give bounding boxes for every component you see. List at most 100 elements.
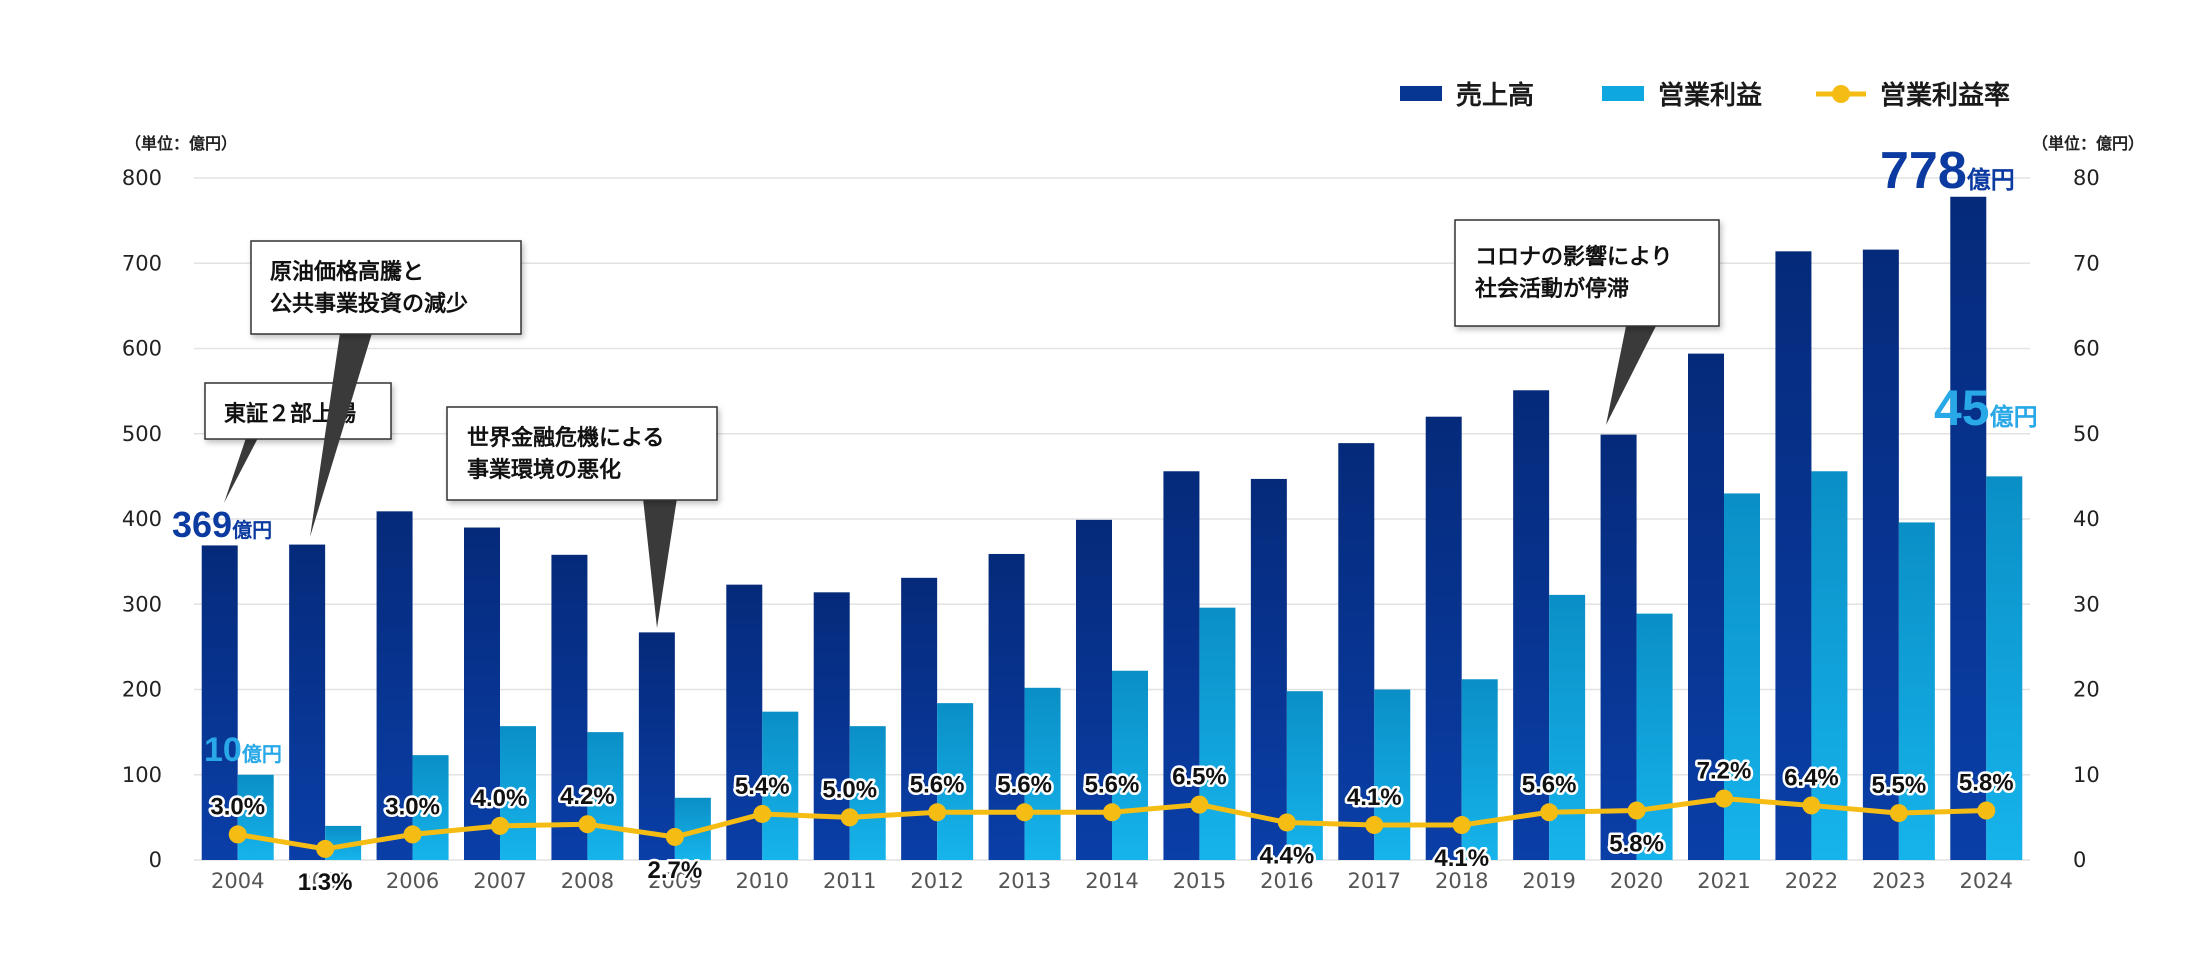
right-tick-label: 50 [2073, 422, 2100, 446]
callout-oil-line1: 原油価格高騰と [270, 259, 424, 285]
callout-oil-line2: 公共事業投資の減少 [270, 291, 468, 317]
end-sales-highlight: 778億円 [1880, 142, 2015, 200]
bar-sales [376, 511, 413, 860]
bar-sales [1862, 249, 1899, 861]
margin-label: 3.0% [210, 793, 265, 820]
left-tick-label: 0 [149, 848, 162, 872]
margin-label: 5.6% [1522, 771, 1577, 798]
legend-swatch-sales [1400, 86, 1442, 101]
left-tick-label: 400 [122, 507, 162, 531]
bar-operating-profit [1549, 594, 1586, 860]
margin-point [1015, 803, 1034, 822]
margin-point [578, 815, 597, 834]
x-tick-label: 2008 [561, 869, 614, 893]
start-sales-unit: 億円 [232, 518, 272, 542]
callout-financial: 世界金融危機による 事業環境の悪化 [446, 406, 718, 628]
x-axis-ticks: 2004 2005 2006 2007 2008 2009 2010 2011 2012 2013… [211, 869, 2013, 893]
margin-point [1977, 801, 1996, 820]
legend-label-margin: 営業利益率 [1880, 80, 2010, 111]
bar-sales [1688, 353, 1724, 860]
margin-label: 3.0% [385, 793, 440, 820]
x-tick-label: 2015 [1173, 869, 1226, 893]
margin-point [1802, 796, 1821, 815]
margin-label: 7.2% [1697, 758, 1752, 785]
margin-point [840, 808, 859, 827]
left-tick-label: 500 [122, 422, 162, 446]
end-sales-unit: 億円 [1967, 166, 2015, 194]
x-tick-label: 2020 [1610, 869, 1663, 893]
x-tick-label: 2013 [998, 869, 1051, 893]
end-profit-number: 45 [1934, 380, 1990, 436]
margin-label: 5.8% [1959, 770, 2014, 797]
callout-tosho: 東証２部上場 [204, 382, 392, 503]
margin-label: 5.6% [910, 771, 965, 798]
bar-operating-profit [1636, 613, 1673, 860]
bar-sales [1513, 390, 1550, 860]
margin-point [1103, 803, 1121, 822]
start-sales-number: 369 [172, 504, 232, 545]
x-tick-label: 2009 [648, 869, 701, 893]
start-profit-number: 10 [204, 731, 242, 769]
bar-operating-profit [762, 711, 799, 860]
right-tick-label: 60 [2073, 337, 2100, 361]
margin-label: 4.1% [1347, 784, 1402, 811]
bar-sales [1250, 478, 1287, 860]
start-sales-highlight: 369億円 [172, 504, 272, 545]
margin-label: 1.3% [298, 869, 353, 896]
bar-operating-profit [1461, 679, 1498, 860]
margin-label: 5.4% [735, 773, 790, 800]
right-axis-ticks: 0 10 20 30 40 50 60 70 80 [2073, 166, 2100, 872]
legend-label-sales: 売上高 [1456, 80, 1534, 111]
margin-label: 6.5% [1172, 764, 1227, 791]
margin-point [491, 816, 509, 835]
left-axis-ticks: 0 100 200 300 400 500 600 700 800 [122, 166, 162, 872]
margin-label: 4.4% [1260, 842, 1315, 869]
x-tick-label: 2010 [736, 869, 789, 893]
x-tick-label: 2004 [211, 869, 264, 893]
callout-oil: 原油価格高騰と 公共事業投資の減少 [250, 240, 522, 537]
margin-point [316, 839, 335, 858]
bar-sales [1163, 471, 1200, 860]
bar-operating-profit [1024, 687, 1061, 860]
left-tick-label: 200 [122, 678, 162, 702]
right-tick-label: 10 [2073, 763, 2100, 787]
end-profit-highlight: 45億円 [1934, 380, 2038, 436]
margin-label: 5.6% [1085, 771, 1140, 798]
margin-point [1715, 789, 1733, 808]
x-tick-label: 2006 [386, 869, 439, 893]
bar-operating-profit [1374, 689, 1411, 860]
x-tick-label: 2016 [1260, 869, 1313, 893]
margin-label: 5.5% [1872, 772, 1927, 799]
callout-corona-line2: 社会活動が停滞 [1475, 276, 1629, 302]
margin-line [228, 789, 1996, 858]
x-tick-label: 2014 [1085, 869, 1138, 893]
bars [201, 196, 2023, 861]
bar-sales [1076, 519, 1112, 860]
left-tick-label: 700 [122, 251, 162, 275]
right-tick-label: 20 [2073, 678, 2100, 702]
end-sales-number: 778 [1880, 142, 1967, 200]
bar-operating-profit [849, 726, 886, 860]
bar-operating-profit [937, 703, 974, 860]
bar-operating-profit [237, 774, 274, 860]
bar-sales [1600, 434, 1637, 860]
x-tick-label: 2007 [473, 869, 526, 893]
bar-operating-profit [1811, 471, 1848, 860]
callout-financial-line2: 事業環境の悪化 [467, 457, 621, 483]
bar-operating-profit [1898, 522, 1935, 860]
margin-point [1627, 801, 1646, 820]
left-tick-label: 300 [122, 592, 162, 616]
bar-sales [1775, 251, 1812, 860]
margin-point [403, 825, 422, 844]
callout-corona-line1: コロナの影響により [1475, 244, 1673, 270]
bar-sales [201, 545, 238, 860]
bar-sales [551, 554, 588, 860]
bar-sales [1425, 416, 1462, 860]
start-profit-unit: 億円 [242, 742, 282, 766]
margin-labels: 3.0% 1.3% 3.0% 4.0% 4.2% 2.7% 5.4% 5.0% 5.6% 5.6%… [208, 755, 2016, 898]
margin-label: 4.1% [1434, 845, 1489, 872]
x-tick-label: 2024 [1960, 869, 2013, 893]
bar-sales [638, 632, 675, 860]
